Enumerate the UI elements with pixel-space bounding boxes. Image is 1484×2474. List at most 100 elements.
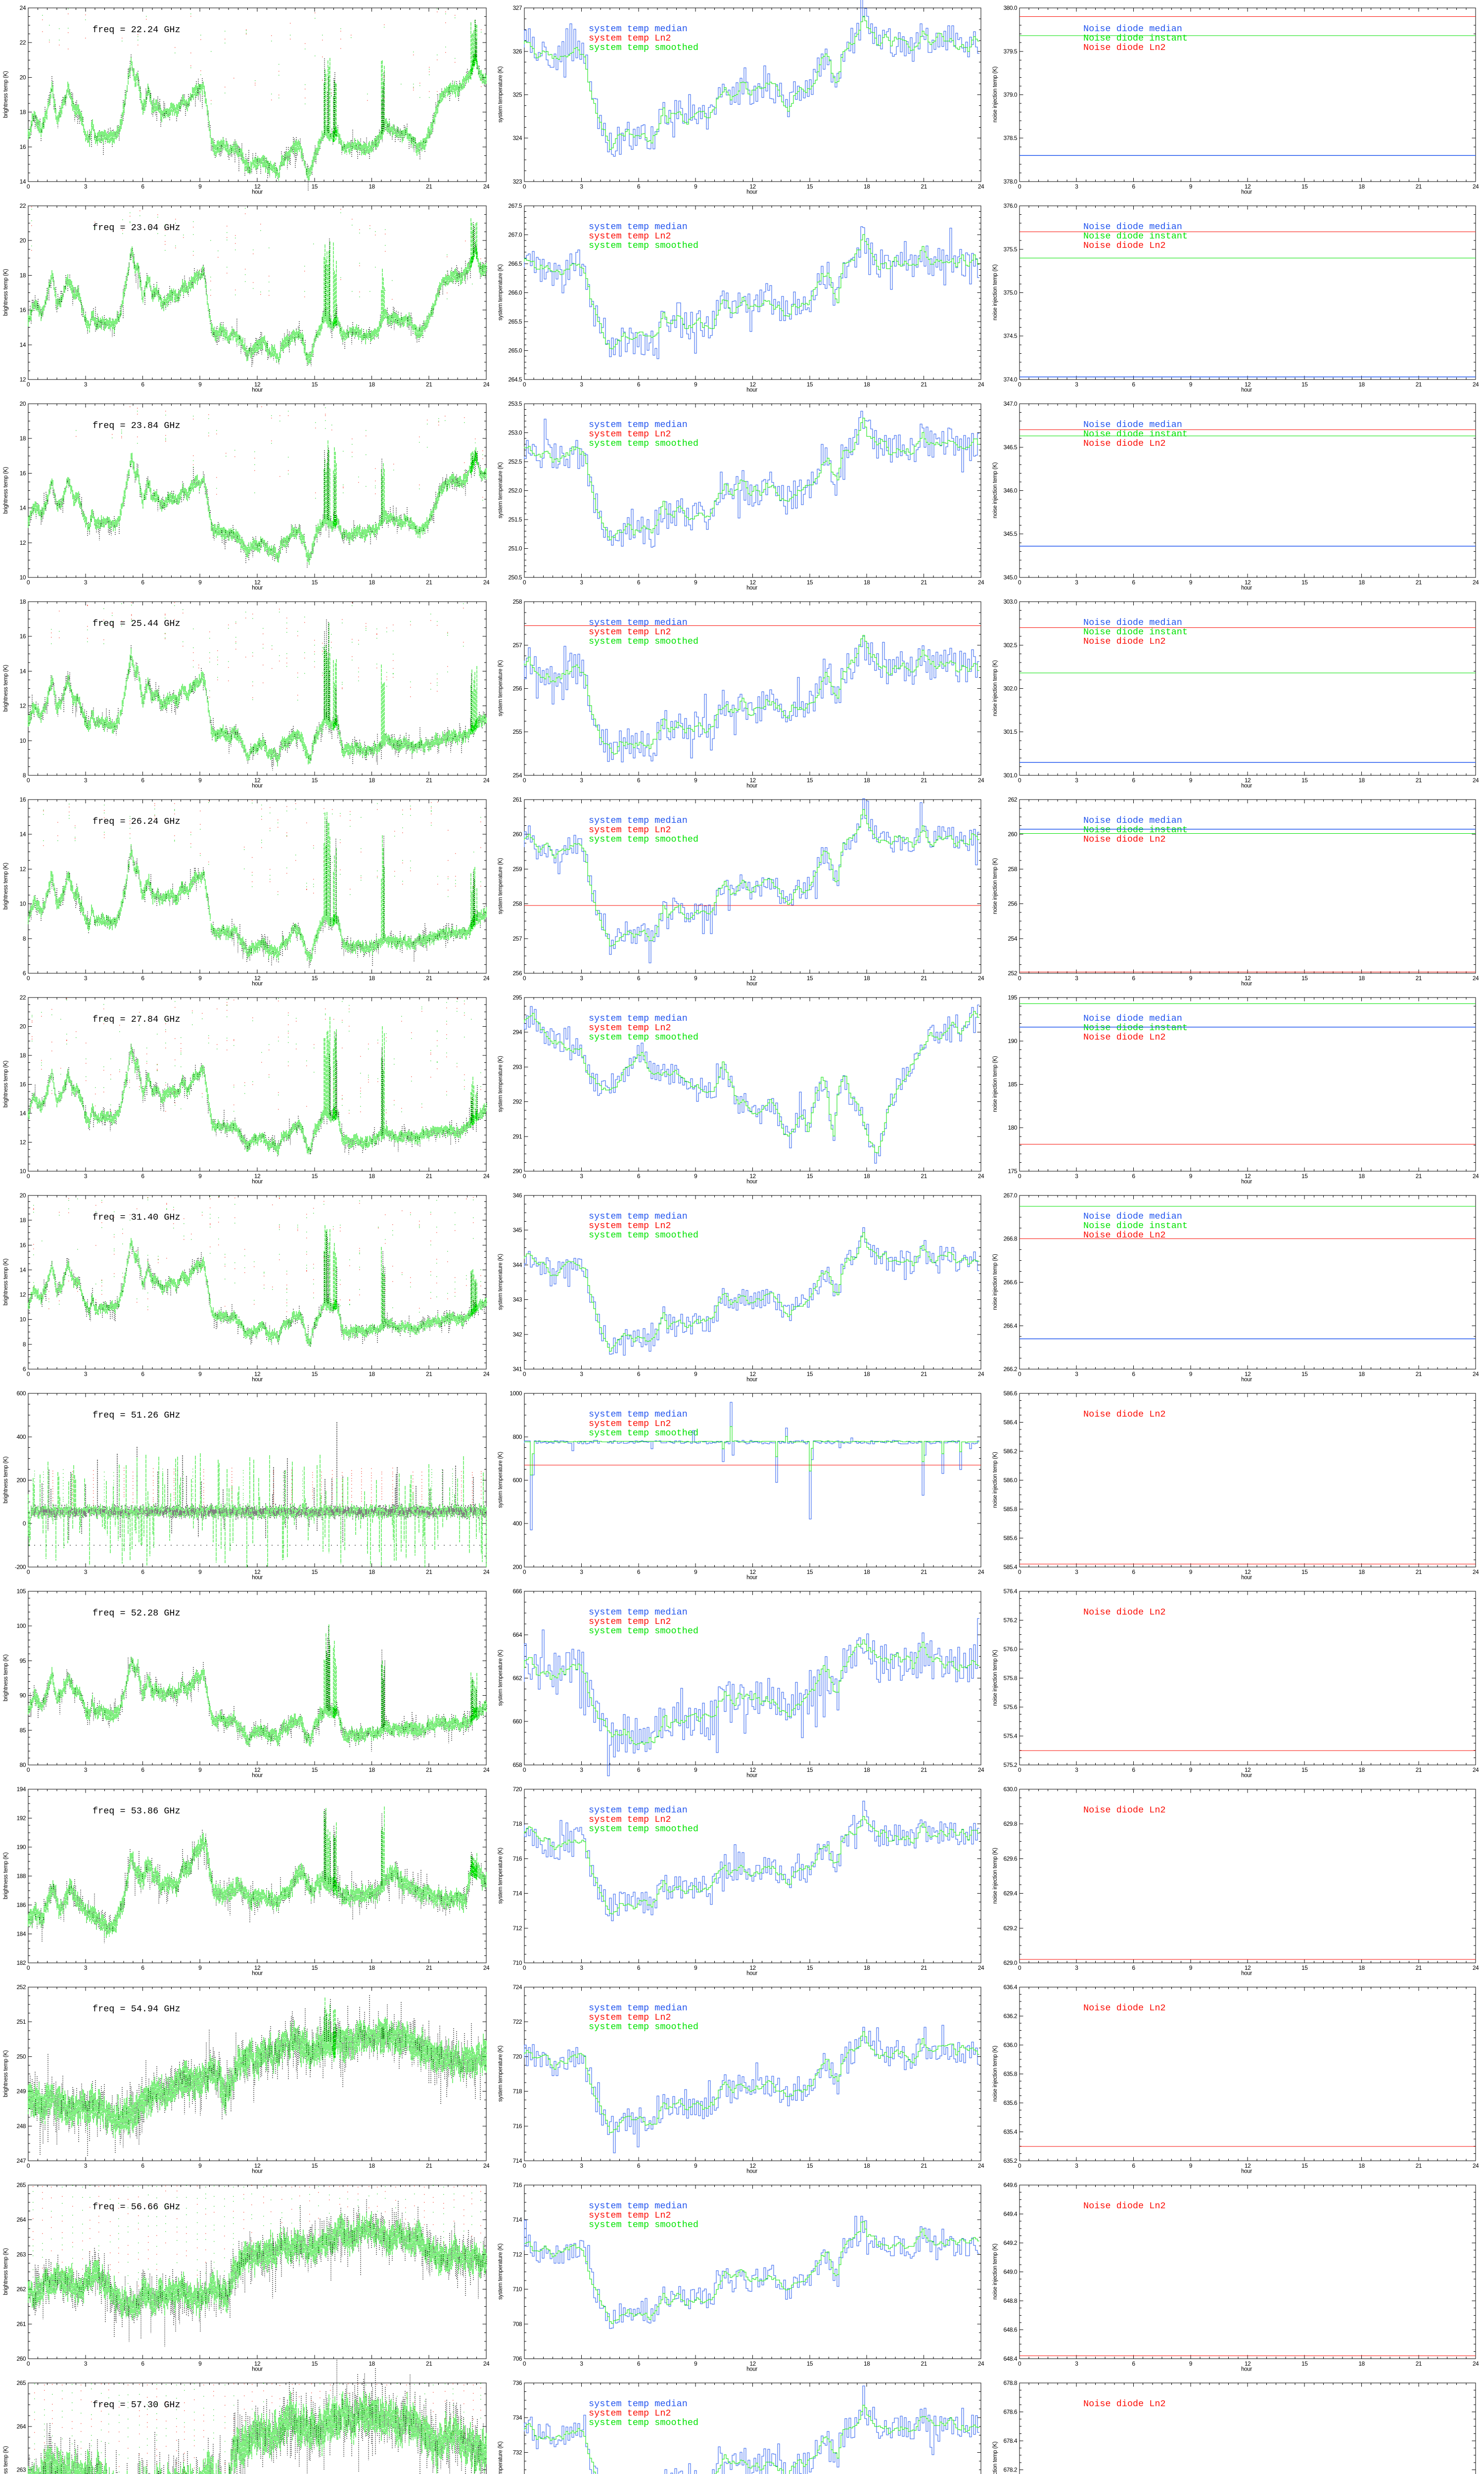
svg-text:9: 9 (198, 1569, 202, 1575)
svg-text:21: 21 (921, 2360, 927, 2367)
svg-text:freq = 51.26 GHz: freq = 51.26 GHz (93, 1410, 181, 1421)
svg-text:system temp Ln2: system temp Ln2 (589, 1023, 671, 1033)
svg-text:24: 24 (978, 381, 984, 388)
svg-text:293: 293 (512, 1063, 522, 1070)
svg-text:714: 714 (512, 2216, 522, 2223)
svg-text:Noise diode Ln2: Noise diode Ln2 (1083, 1032, 1166, 1043)
svg-text:18: 18 (20, 1217, 26, 1224)
svg-text:21: 21 (426, 183, 432, 190)
svg-text:12: 12 (20, 376, 26, 383)
svg-text:190: 190 (16, 1844, 26, 1851)
svg-text:16: 16 (20, 633, 26, 640)
svg-text:21: 21 (426, 2360, 432, 2367)
svg-text:586.2: 586.2 (1003, 1448, 1017, 1455)
svg-text:system temp median: system temp median (589, 2201, 688, 2211)
svg-text:14: 14 (20, 341, 26, 348)
svg-text:24: 24 (483, 579, 490, 586)
svg-text:21: 21 (426, 975, 432, 982)
svg-text:21: 21 (921, 1173, 927, 1180)
svg-text:3: 3 (580, 1569, 583, 1575)
svg-text:252.0: 252.0 (508, 487, 522, 494)
svg-text:21: 21 (921, 183, 927, 190)
svg-text:20: 20 (20, 1192, 26, 1199)
svg-text:200: 200 (512, 1564, 522, 1570)
svg-text:12: 12 (1245, 183, 1251, 190)
svg-text:636.0: 636.0 (1003, 2042, 1017, 2048)
svg-text:brightness temp (K): brightness temp (K) (3, 1654, 9, 1701)
svg-text:system temp smoothed: system temp smoothed (589, 438, 698, 449)
svg-text:18: 18 (864, 777, 870, 784)
svg-text:9: 9 (1189, 183, 1193, 190)
svg-text:system temp median: system temp median (589, 222, 688, 232)
svg-text:21: 21 (1416, 2162, 1422, 2169)
svg-text:hour: hour (746, 1575, 757, 1581)
svg-text:3: 3 (84, 777, 88, 784)
svg-text:12: 12 (749, 777, 756, 784)
svg-text:system temp Ln2: system temp Ln2 (589, 2012, 671, 2023)
svg-text:hour: hour (1241, 387, 1252, 393)
svg-text:267.0: 267.0 (508, 232, 522, 238)
svg-text:hour: hour (252, 1575, 263, 1581)
svg-text:265: 265 (16, 2182, 26, 2189)
svg-text:brightness temp (K): brightness temp (K) (3, 2446, 9, 2474)
svg-text:18: 18 (369, 1371, 375, 1378)
svg-text:718: 718 (512, 2088, 522, 2095)
svg-text:21: 21 (921, 777, 927, 784)
svg-text:9: 9 (198, 1371, 202, 1378)
svg-text:251.0: 251.0 (508, 545, 522, 552)
svg-text:18: 18 (864, 1173, 870, 1180)
svg-text:295: 295 (512, 994, 522, 1001)
svg-text:294: 294 (512, 1029, 522, 1036)
svg-text:0: 0 (1018, 381, 1021, 388)
svg-text:24: 24 (483, 1569, 490, 1575)
svg-text:6: 6 (23, 970, 26, 977)
svg-text:648.4: 648.4 (1003, 2355, 1017, 2362)
svg-text:6: 6 (637, 1569, 641, 1575)
svg-text:326: 326 (512, 48, 522, 55)
svg-text:182: 182 (16, 1959, 26, 1966)
svg-text:system temp Ln2: system temp Ln2 (589, 429, 671, 439)
svg-text:15: 15 (312, 1173, 318, 1180)
svg-text:15: 15 (312, 1964, 318, 1971)
svg-text:3: 3 (580, 1173, 583, 1180)
svg-text:24: 24 (483, 1371, 490, 1378)
svg-text:21: 21 (426, 1371, 432, 1378)
svg-text:3: 3 (84, 1371, 88, 1378)
svg-text:brightness temp (K): brightness temp (K) (3, 1852, 9, 1899)
svg-text:629.4: 629.4 (1003, 1890, 1017, 1897)
svg-text:system temp Ln2: system temp Ln2 (589, 2210, 671, 2221)
svg-text:12: 12 (254, 777, 261, 784)
svg-text:678.2: 678.2 (1003, 2467, 1017, 2474)
svg-text:18: 18 (369, 777, 375, 784)
svg-text:0: 0 (1018, 1371, 1021, 1378)
svg-text:10: 10 (20, 901, 26, 907)
svg-text:hour: hour (252, 1377, 263, 1383)
svg-text:710: 710 (512, 1959, 522, 1966)
svg-text:hour: hour (1241, 783, 1252, 789)
svg-text:18: 18 (1358, 1371, 1365, 1378)
svg-text:342: 342 (512, 1331, 522, 1338)
svg-text:9: 9 (1189, 1371, 1193, 1378)
svg-text:375.0: 375.0 (1003, 289, 1017, 296)
svg-text:12: 12 (1245, 1569, 1251, 1575)
svg-text:374.5: 374.5 (1003, 333, 1017, 339)
svg-text:18: 18 (20, 598, 26, 605)
svg-text:12: 12 (20, 703, 26, 710)
svg-text:24: 24 (978, 975, 984, 982)
svg-text:712: 712 (512, 1925, 522, 1932)
svg-text:24: 24 (1473, 1371, 1479, 1378)
svg-text:12: 12 (20, 865, 26, 872)
svg-text:9: 9 (694, 2162, 697, 2169)
svg-text:301.0: 301.0 (1003, 772, 1017, 779)
svg-text:6: 6 (141, 777, 144, 784)
svg-text:18: 18 (1358, 1766, 1365, 1773)
svg-text:Noise diode Ln2: Noise diode Ln2 (1083, 43, 1166, 53)
svg-text:Noise diode Ln2: Noise diode Ln2 (1083, 636, 1166, 647)
svg-text:18: 18 (369, 579, 375, 586)
svg-text:3: 3 (1075, 2360, 1078, 2367)
svg-text:noise injection temp (K): noise injection temp (K) (992, 1650, 998, 1706)
svg-text:18: 18 (864, 2360, 870, 2367)
svg-text:185: 185 (1008, 1081, 1017, 1088)
svg-text:brightness temp (K): brightness temp (K) (3, 1060, 9, 1107)
svg-text:18: 18 (864, 579, 870, 586)
